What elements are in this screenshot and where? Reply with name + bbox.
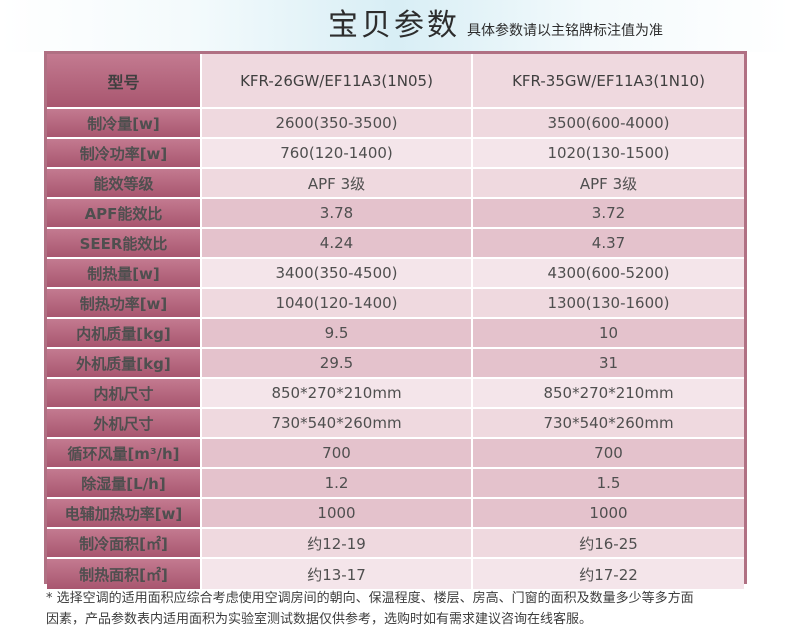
row-value-model-a: 29.5 — [202, 349, 473, 379]
row-label: 制热功率[w] — [47, 289, 202, 319]
table-row: 循环风量[m³/h] 700 700 — [47, 439, 744, 469]
row-value-model-a: 760(120-1400) — [202, 139, 473, 169]
row-label: APF能效比 — [47, 199, 202, 229]
row-value-model-b: 4.37 — [473, 229, 744, 259]
row-label: 除湿量[L/h] — [47, 469, 202, 499]
table-row: 制冷面积[㎡] 约12-19 约16-25 — [47, 529, 744, 559]
spec-table-frame: 型号 KFR-26GW/EF11A3(1N05) KFR-35GW/EF11A3… — [44, 51, 747, 589]
row-value-model-b: 约16-25 — [473, 529, 744, 559]
row-label: 电辅加热功率[w] — [47, 499, 202, 529]
table-row: 外机质量[kg] 29.5 31 — [47, 349, 744, 379]
table-header-row: 型号 KFR-26GW/EF11A3(1N05) KFR-35GW/EF11A3… — [47, 54, 744, 109]
row-label: 外机质量[kg] — [47, 349, 202, 379]
row-value-model-b: 730*540*260mm — [473, 409, 744, 439]
row-value-model-b: 700 — [473, 439, 744, 469]
row-value-model-a: 2600(350-3500) — [202, 109, 473, 139]
row-value-model-a: 700 — [202, 439, 473, 469]
row-value-model-b: 850*270*210mm — [473, 379, 744, 409]
row-value-model-b: 10 — [473, 319, 744, 349]
row-label: 制热量[w] — [47, 259, 202, 289]
row-value-model-b: 1.5 — [473, 469, 744, 499]
row-value-model-b: 3.72 — [473, 199, 744, 229]
row-value-model-b: 3500(600-4000) — [473, 109, 744, 139]
table-row: 内机尺寸 850*270*210mm 850*270*210mm — [47, 379, 744, 409]
table-row: 制热面积[㎡] 约13-17 约17-22 — [47, 559, 744, 589]
row-value-model-b: 1020(130-1500) — [473, 139, 744, 169]
table-row: SEER能效比 4.24 4.37 — [47, 229, 744, 259]
row-value-model-b: 约17-22 — [473, 559, 744, 589]
row-label: 制冷量[w] — [47, 109, 202, 139]
header-model-b: KFR-35GW/EF11A3(1N10) — [473, 54, 744, 109]
row-value-model-b: 1300(130-1600) — [473, 289, 744, 319]
table-row: 制热功率[w] 1040(120-1400) 1300(130-1600) — [47, 289, 744, 319]
footnote-line-2: 因素，产品参数表内适用面积为实验室测试数据仅供参考，选购时如有需求建议咨询在线客… — [46, 612, 593, 627]
table-row: 制热量[w] 3400(350-4500) 4300(600-5200) — [47, 259, 744, 289]
header-model-a: KFR-26GW/EF11A3(1N05) — [202, 54, 473, 109]
row-value-model-a: 1040(120-1400) — [202, 289, 473, 319]
row-label: 制冷面积[㎡] — [47, 529, 202, 559]
row-value-model-a: 1.2 — [202, 469, 473, 499]
row-value-model-a: 1000 — [202, 499, 473, 529]
footnote-line-1: * 选择空调的适用面积应综合考虑使用空调房间的朝向、保温程度、楼层、房高、门窗的… — [46, 591, 694, 606]
table-row: 外机尺寸 730*540*260mm 730*540*260mm — [47, 409, 744, 439]
row-value-model-a: 730*540*260mm — [202, 409, 473, 439]
row-value-model-b: 31 — [473, 349, 744, 379]
page-title: 宝贝参数 — [328, 8, 460, 43]
row-value-model-a: 约13-17 — [202, 559, 473, 589]
row-value-model-a: 850*270*210mm — [202, 379, 473, 409]
row-label: 循环风量[m³/h] — [47, 439, 202, 469]
row-value-model-b: 1000 — [473, 499, 744, 529]
row-label: 制冷功率[w] — [47, 139, 202, 169]
header-label: 型号 — [47, 54, 202, 109]
row-value-model-a: 3.78 — [202, 199, 473, 229]
row-label: SEER能效比 — [47, 229, 202, 259]
row-value-model-b: 4300(600-5200) — [473, 259, 744, 289]
row-label: 内机质量[kg] — [47, 319, 202, 349]
table-row: 内机质量[kg] 9.5 10 — [47, 319, 744, 349]
row-label: 外机尺寸 — [47, 409, 202, 439]
row-value-model-a: 3400(350-4500) — [202, 259, 473, 289]
table-row: 制冷功率[w] 760(120-1400) 1020(130-1500) — [47, 139, 744, 169]
row-value-model-b: APF 3级 — [473, 169, 744, 199]
row-value-model-a: 4.24 — [202, 229, 473, 259]
spec-table: 型号 KFR-26GW/EF11A3(1N05) KFR-35GW/EF11A3… — [47, 54, 744, 589]
footnote: * 选择空调的适用面积应综合考虑使用空调房间的朝向、保温程度、楼层、房高、门窗的… — [46, 588, 766, 630]
row-value-model-a: 9.5 — [202, 319, 473, 349]
title-banner: 宝贝参数 具体参数请以主铭牌标注值为准 — [0, 0, 790, 52]
table-row: 能效等级 APF 3级 APF 3级 — [47, 169, 744, 199]
row-label: 内机尺寸 — [47, 379, 202, 409]
row-value-model-a: APF 3级 — [202, 169, 473, 199]
row-value-model-a: 约12-19 — [202, 529, 473, 559]
row-label: 制热面积[㎡] — [47, 559, 202, 589]
row-label: 能效等级 — [47, 169, 202, 199]
table-row: 电辅加热功率[w] 1000 1000 — [47, 499, 744, 529]
table-row: APF能效比 3.78 3.72 — [47, 199, 744, 229]
table-row: 除湿量[L/h] 1.2 1.5 — [47, 469, 744, 499]
page-subtitle: 具体参数请以主铭牌标注值为准 — [467, 23, 663, 39]
table-row: 制冷量[w] 2600(350-3500) 3500(600-4000) — [47, 109, 744, 139]
